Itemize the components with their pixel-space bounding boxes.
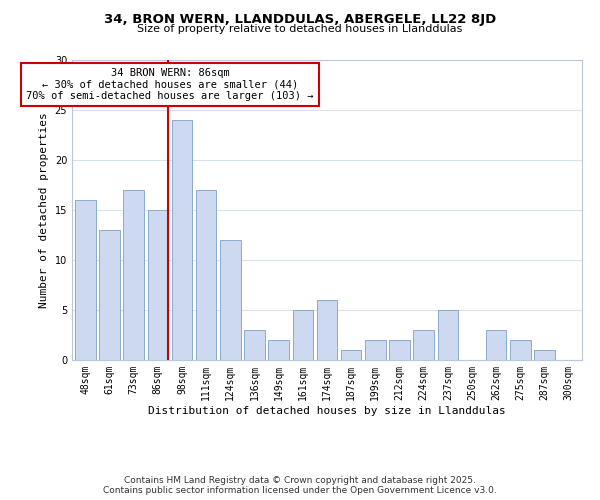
- Bar: [486, 330, 506, 360]
- Bar: [99, 230, 120, 360]
- Bar: [534, 350, 555, 360]
- Bar: [510, 340, 530, 360]
- Text: 34, BRON WERN, LLANDDULAS, ABERGELE, LL22 8JD: 34, BRON WERN, LLANDDULAS, ABERGELE, LL2…: [104, 12, 496, 26]
- Y-axis label: Number of detached properties: Number of detached properties: [39, 112, 49, 308]
- Bar: [172, 120, 192, 360]
- Bar: [148, 210, 168, 360]
- Bar: [75, 200, 95, 360]
- Bar: [317, 300, 337, 360]
- Bar: [389, 340, 410, 360]
- Bar: [268, 340, 289, 360]
- Bar: [220, 240, 241, 360]
- Bar: [124, 190, 144, 360]
- Bar: [413, 330, 434, 360]
- Bar: [437, 310, 458, 360]
- Bar: [293, 310, 313, 360]
- Text: Size of property relative to detached houses in Llanddulas: Size of property relative to detached ho…: [137, 24, 463, 34]
- Bar: [341, 350, 361, 360]
- X-axis label: Distribution of detached houses by size in Llanddulas: Distribution of detached houses by size …: [148, 406, 506, 415]
- Bar: [365, 340, 386, 360]
- Bar: [196, 190, 217, 360]
- Bar: [244, 330, 265, 360]
- Text: 34 BRON WERN: 86sqm
← 30% of detached houses are smaller (44)
70% of semi-detach: 34 BRON WERN: 86sqm ← 30% of detached ho…: [26, 68, 314, 101]
- Text: Contains HM Land Registry data © Crown copyright and database right 2025.
Contai: Contains HM Land Registry data © Crown c…: [103, 476, 497, 495]
